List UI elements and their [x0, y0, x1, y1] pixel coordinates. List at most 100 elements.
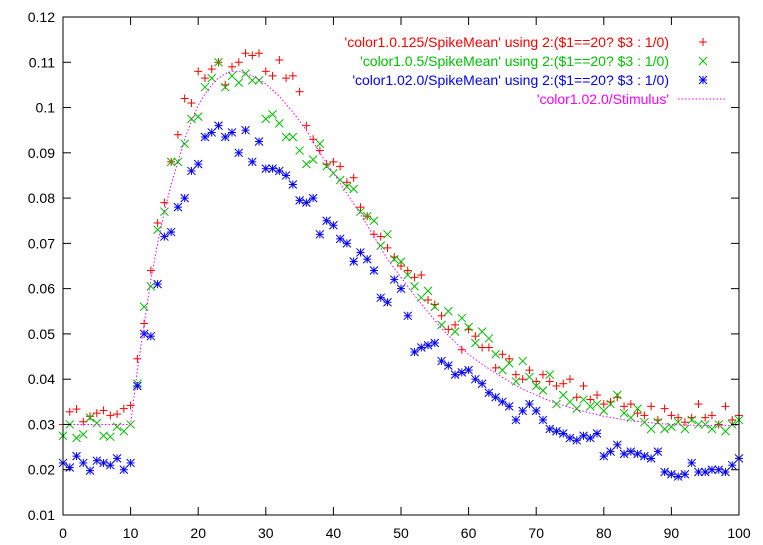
- data-point: [694, 420, 703, 429]
- data-point: [220, 82, 230, 92]
- data-point: [241, 49, 250, 58]
- data-point: [282, 74, 291, 83]
- data-point: [620, 402, 629, 411]
- data-point: [126, 401, 135, 410]
- x-tick-label: 0: [59, 525, 67, 541]
- legend: 'color1.0.125/SpikeMean' using 2:($1==20…: [345, 34, 727, 107]
- data-point: [207, 73, 217, 83]
- data-point: [105, 432, 115, 442]
- data-point: [667, 411, 676, 420]
- data-point: [281, 132, 291, 142]
- data-point: [187, 99, 196, 108]
- data-point: [606, 447, 615, 456]
- data-point: [119, 404, 128, 413]
- data-point: [180, 193, 190, 203]
- data-point: [160, 232, 169, 241]
- data-point: [112, 454, 122, 463]
- data-point: [383, 243, 392, 252]
- data-point: [133, 381, 142, 391]
- y-tick-label: 0.1: [36, 100, 56, 116]
- data-point: [78, 430, 88, 439]
- plot-marks: [58, 49, 744, 481]
- x-tick-label: 70: [528, 525, 544, 541]
- data-point: [227, 128, 237, 137]
- data-point: [295, 146, 304, 155]
- data-point: [369, 216, 379, 226]
- data-point: [254, 137, 264, 146]
- data-point: [329, 157, 338, 166]
- data-point: [376, 232, 385, 241]
- data-point: [660, 424, 669, 434]
- data-point: [255, 49, 264, 58]
- data-point: [200, 82, 210, 92]
- data-point: [626, 447, 636, 456]
- data-point: [714, 465, 724, 475]
- data-point: [173, 157, 183, 167]
- data-point: [552, 399, 561, 409]
- data-point: [653, 417, 663, 427]
- data-point: [558, 429, 568, 438]
- data-point: [579, 431, 588, 441]
- data-point: [275, 56, 284, 65]
- legend-swatch: [698, 56, 708, 66]
- data-point: [146, 266, 155, 275]
- data-point: [443, 306, 453, 316]
- data-point: [484, 388, 494, 398]
- data-point: [349, 257, 359, 266]
- data-point: [545, 424, 555, 434]
- data-point: [701, 413, 710, 422]
- x-tick-label: 100: [727, 525, 751, 541]
- data-point: [356, 207, 365, 217]
- data-point: [531, 406, 541, 416]
- data-point: [707, 424, 717, 434]
- data-point: [464, 322, 473, 332]
- data-point: [268, 109, 277, 119]
- data-point: [410, 282, 419, 291]
- x-tick-label: 30: [258, 525, 274, 541]
- data-point: [356, 248, 365, 257]
- legend-swatch: [699, 38, 707, 46]
- data-point: [153, 218, 162, 227]
- data-point: [78, 458, 88, 468]
- data-point: [579, 381, 588, 390]
- data-point: [471, 374, 480, 384]
- data-point: [92, 456, 102, 466]
- data-point: [491, 349, 500, 359]
- data-point: [113, 410, 122, 419]
- data-point: [322, 216, 331, 226]
- data-point: [146, 282, 156, 291]
- data-point: [491, 392, 500, 402]
- data-point: [389, 254, 399, 264]
- data-point: [592, 399, 602, 409]
- data-point: [247, 76, 257, 85]
- data-point: [707, 465, 717, 475]
- data-point: [700, 420, 710, 429]
- series-1-points: [58, 57, 744, 443]
- data-point: [680, 424, 690, 434]
- data-point: [430, 338, 440, 348]
- data-point: [207, 65, 216, 74]
- data-point: [133, 354, 142, 363]
- data-point: [579, 395, 588, 404]
- data-point: [349, 184, 359, 194]
- data-point: [619, 449, 629, 459]
- data-point: [423, 286, 433, 296]
- data-point: [274, 119, 284, 128]
- data-point: [694, 400, 703, 409]
- data-point: [498, 365, 507, 375]
- data-point: [721, 467, 730, 477]
- data-point: [362, 211, 372, 221]
- data-point: [241, 69, 250, 78]
- data-point: [646, 454, 656, 463]
- data-point: [572, 435, 582, 445]
- data-point: [335, 234, 345, 244]
- data-point: [72, 433, 81, 443]
- axes: 0 10 20 30 40 50 60 70 80 90 100 0.01 0.02 0.03 0.04 0.…: [28, 9, 751, 541]
- data-point: [302, 198, 311, 207]
- data-point: [572, 393, 581, 402]
- data-point: [593, 391, 602, 400]
- y-tick-label: 0.04: [28, 371, 55, 387]
- data-point: [545, 370, 555, 380]
- data-point: [187, 114, 196, 124]
